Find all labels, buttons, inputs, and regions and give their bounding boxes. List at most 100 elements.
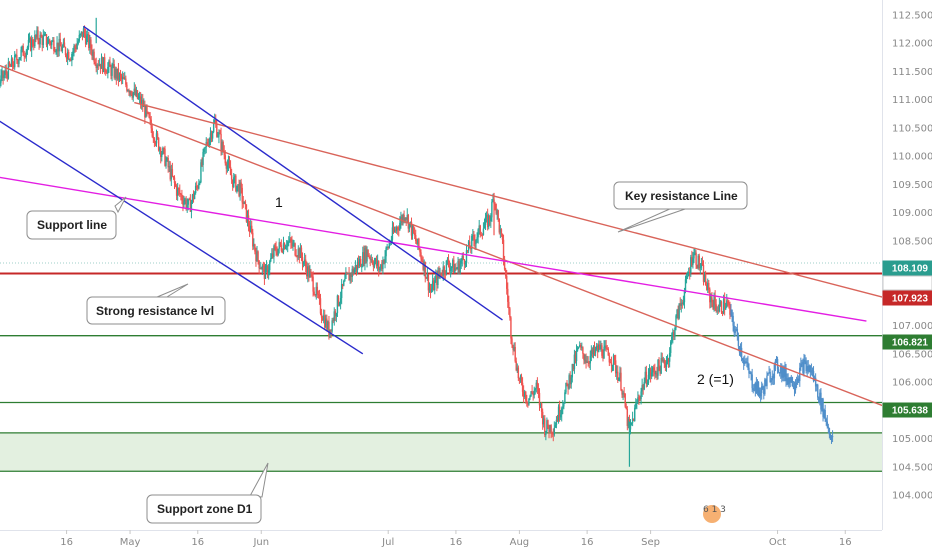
candle-body: [164, 148, 166, 166]
candle-body: [705, 284, 708, 290]
candle-body: [653, 367, 655, 371]
support-zone-callout[interactable]: Support zone D1: [146, 462, 269, 524]
time-tick-label: Sep: [641, 537, 660, 548]
candle-body: [45, 34, 48, 45]
candle-body: [260, 268, 262, 270]
candle-body: [5, 70, 7, 74]
candle-body: [34, 35, 36, 47]
candle-body: [681, 302, 684, 304]
candle-body: [587, 361, 589, 364]
candle-body: [771, 375, 773, 381]
candle-body: [241, 187, 243, 203]
candle-body: [511, 338, 513, 345]
wave-2-label[interactable]: 2 (=1): [697, 371, 734, 387]
callout-box: [86, 296, 226, 325]
candle-body: [665, 362, 668, 368]
candle-body: [420, 252, 422, 259]
candle-body: [492, 199, 494, 202]
candle-body: [562, 406, 564, 409]
time-axis[interactable]: 16 May 16 Jun Jul 16 Aug 16 Sep Oct 16: [60, 530, 852, 548]
candle-body: [486, 214, 489, 228]
candle-body: [661, 357, 663, 361]
candle-body: [646, 382, 649, 385]
candle-body: [666, 358, 669, 363]
candle-body: [83, 28, 86, 35]
candle-body: [773, 364, 776, 379]
candle-body: [817, 384, 819, 398]
candle-body: [566, 382, 568, 384]
candle-body: [723, 298, 726, 310]
red-trend-line[interactable]: [134, 101, 888, 300]
candle-body: [324, 315, 326, 328]
candle-body: [313, 291, 315, 295]
candle-body: [527, 401, 529, 405]
blue-trend-line[interactable]: [83, 25, 503, 321]
candle-body: [146, 106, 148, 113]
candle-body: [772, 375, 775, 379]
candle-body: [266, 266, 269, 275]
candle-body: [190, 201, 193, 212]
blue-trend-line[interactable]: [0, 83, 364, 355]
candle-body: [743, 360, 745, 364]
red-trend-line[interactable]: [0, 49, 893, 410]
candle-body: [715, 304, 717, 312]
candle-body: [171, 169, 174, 176]
strong-resistance-callout[interactable]: Strong resistance lvl: [86, 283, 226, 325]
candle-body: [351, 268, 353, 277]
candle-body: [654, 370, 656, 375]
trend-lines-layer[interactable]: [0, 25, 893, 410]
candle-body: [545, 430, 547, 436]
time-tick-label: 16: [450, 537, 463, 548]
candle-body: [118, 73, 121, 80]
candle-body: [208, 138, 211, 146]
candle-body: [310, 271, 312, 274]
candle-body: [360, 258, 362, 267]
candle-body: [575, 350, 578, 362]
candle-body: [308, 266, 310, 278]
candle-body: [149, 117, 151, 120]
candle-body: [217, 136, 219, 138]
key-resistance-text: Key resistance Line: [625, 189, 738, 203]
candle-body: [548, 427, 550, 432]
candle-body: [696, 265, 698, 269]
magenta-trend-line[interactable]: [0, 167, 867, 322]
candle-body: [622, 392, 624, 395]
candle-body: [339, 298, 342, 303]
candle-body: [207, 144, 210, 146]
candle-body: [143, 104, 145, 107]
candle-body: [643, 381, 645, 390]
price-label-text: 27:47: [902, 279, 928, 290]
candle-body: [757, 381, 760, 391]
candle-body: [206, 142, 208, 145]
candle-body: [72, 51, 74, 55]
candle-body: [555, 419, 558, 426]
candle-body: [26, 47, 29, 51]
candle-body: [488, 215, 490, 228]
candle-body: [189, 199, 192, 212]
candle-body: [526, 400, 528, 402]
key-resistance-callout[interactable]: Key resistance Line: [613, 181, 748, 233]
candle-body: [55, 51, 57, 52]
candle-body: [534, 388, 536, 391]
candle-body: [80, 31, 83, 34]
candle-body: [767, 373, 769, 376]
watermark-icon: [703, 505, 721, 523]
candle-body: [160, 148, 162, 157]
candle-body: [224, 155, 226, 164]
wave-1-label[interactable]: 1: [275, 194, 283, 210]
candle-body: [605, 345, 607, 349]
candle-body: [375, 258, 378, 266]
candle-body: [473, 235, 475, 241]
candle-body: [698, 255, 700, 269]
candle-body: [7, 62, 10, 79]
candle-body: [355, 265, 358, 271]
candle-body: [130, 90, 132, 95]
candle-body: [376, 261, 379, 266]
support-line-callout[interactable]: Support line: [26, 196, 127, 240]
candle-body: [214, 120, 216, 123]
candle-body: [62, 42, 65, 47]
candle-body: [726, 300, 728, 307]
candle-body: [601, 345, 603, 356]
candle-body: [242, 202, 244, 204]
